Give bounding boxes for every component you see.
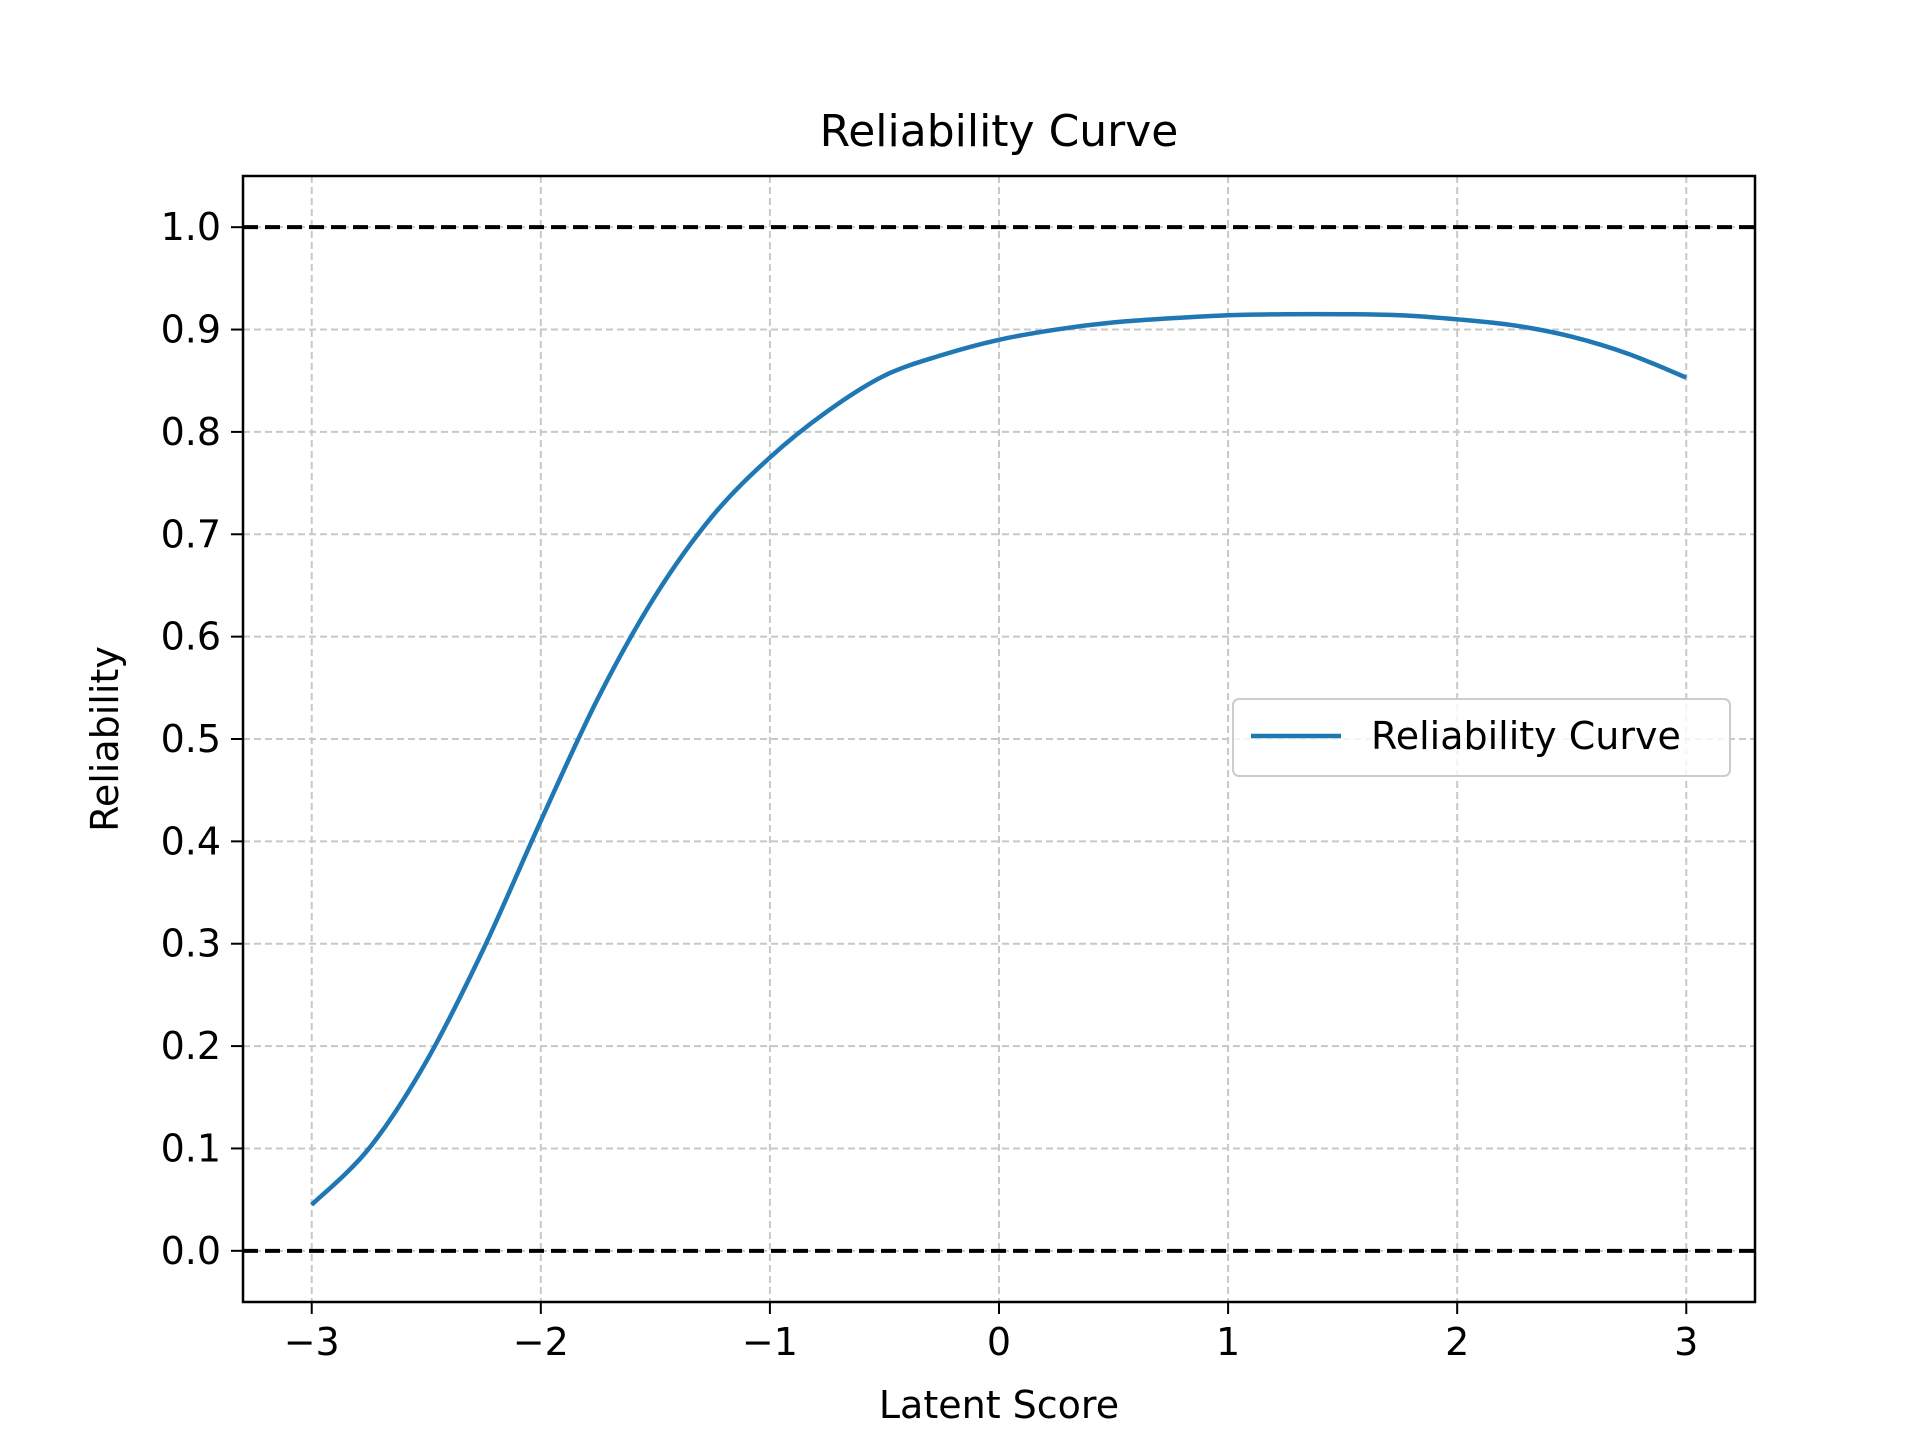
data-point: [1570, 335, 1574, 339]
data-point: [1112, 320, 1116, 324]
x-tick-label: −2: [513, 1320, 569, 1364]
y-tick-label: 0.8: [161, 410, 221, 454]
y-tick-label: 0.3: [161, 922, 221, 966]
x-tick-label: −1: [742, 1320, 798, 1364]
data-point: [997, 338, 1001, 342]
data-point: [1627, 352, 1631, 356]
legend-entry-label: Reliability Curve: [1371, 714, 1681, 758]
data-point: [1283, 312, 1287, 316]
data-point: [711, 514, 715, 518]
y-tick-label: 0.7: [161, 512, 221, 556]
data-point: [1512, 323, 1516, 327]
data-point: [367, 1146, 371, 1150]
x-tick-label: 2: [1445, 1320, 1469, 1364]
y-tick-label: 0.0: [161, 1229, 221, 1273]
x-axis-ticks: −3 −2 −1 0 1 2 3: [284, 1302, 1698, 1364]
x-tick-label: −3: [284, 1320, 340, 1364]
y-tick-label: 0.4: [161, 819, 221, 863]
y-axis-label: Reliability: [83, 646, 127, 832]
data-point: [1226, 313, 1230, 317]
y-tick-label: 0.2: [161, 1024, 221, 1068]
y-tick-label: 0.9: [161, 308, 221, 352]
x-axis-label: Latent Score: [879, 1383, 1119, 1427]
x-tick-label: 1: [1216, 1320, 1240, 1364]
data-point: [482, 947, 486, 951]
data-point: [1455, 317, 1459, 321]
y-tick-label: 1.0: [161, 205, 221, 249]
data-point: [1054, 328, 1058, 332]
data-point: [825, 409, 829, 413]
data-point: [940, 353, 944, 357]
x-tick-label: 0: [987, 1320, 1011, 1364]
legend-box: [1232, 698, 1731, 777]
y-tick-label: 0.5: [161, 717, 221, 761]
legend: Reliability Curve: [1232, 698, 1731, 777]
y-tick-label: 0.1: [161, 1126, 221, 1170]
data-point: [424, 1059, 428, 1063]
data-point: [1684, 376, 1688, 380]
chart-title: Reliability Curve: [820, 106, 1179, 157]
x-tick-label: 3: [1674, 1320, 1698, 1364]
y-tick-label: 0.6: [161, 615, 221, 659]
data-point: [768, 456, 772, 460]
series-line: [310, 311, 1688, 1207]
data-point: [653, 594, 657, 598]
data-point: [1341, 312, 1345, 316]
data-point: [882, 374, 886, 378]
data-point: [310, 1203, 314, 1207]
data-point: [596, 696, 600, 700]
data-point: [1398, 313, 1402, 317]
data-point: [1169, 316, 1173, 320]
series-layer: [310, 311, 1688, 1207]
reference-lines: [243, 225, 1755, 1253]
y-axis-ticks: 0.0 0.1 0.2 0.3 0.4 0.5 0.6 0.7 0.8 0.9 1.0: [161, 205, 243, 1273]
data-point: [539, 819, 543, 823]
